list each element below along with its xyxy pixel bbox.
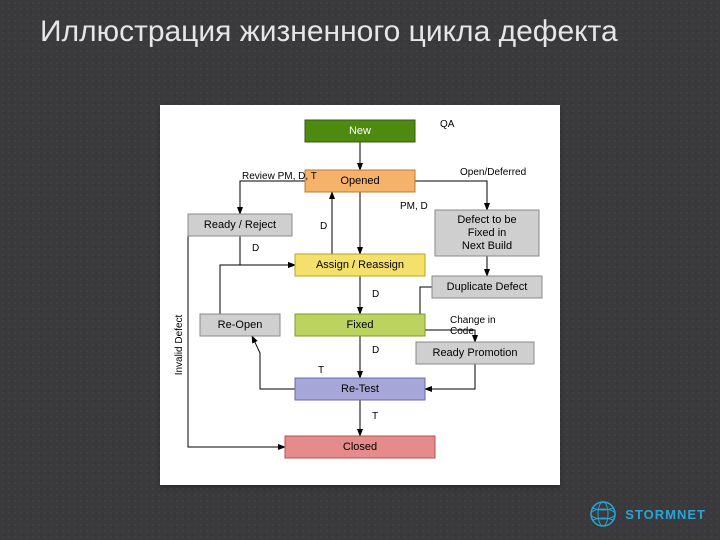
node-readyprom: Ready Promotion: [416, 342, 534, 364]
node-label: Assign / Reassign: [316, 259, 404, 271]
node-label: New: [349, 125, 371, 137]
brand-name: STORMNET: [625, 507, 706, 522]
edge-label: D: [372, 345, 379, 356]
node-closed: Closed: [285, 436, 435, 458]
defect-lifecycle-diagram: NewOpenedReady / RejectDefect to beFixed…: [160, 105, 560, 485]
edge-label: QA: [440, 119, 455, 130]
edge-label: T: [372, 411, 378, 422]
edge-opened-readyrej: [240, 181, 305, 214]
edge-retest-reopen: [252, 336, 295, 389]
node-label: Duplicate Defect: [447, 281, 528, 293]
edge-reopen-assign: [220, 265, 295, 314]
node-reopen: Re-Open: [200, 314, 280, 336]
node-dupdef: Duplicate Defect: [432, 276, 542, 298]
edge-label: Code: [450, 326, 474, 337]
edge-label: Review PM, D, T: [242, 171, 317, 182]
node-label: Closed: [343, 441, 377, 453]
node-retest: Re-Test: [295, 378, 425, 400]
node-label: Ready Promotion: [433, 347, 518, 359]
page-title: Иллюстрация жизненного цикла дефекта: [40, 14, 618, 50]
node-fixed: Fixed: [295, 314, 425, 336]
edge-readyrej-assign: [240, 236, 295, 265]
edge-label: D: [252, 243, 259, 254]
edge-label: PM, D: [400, 201, 428, 212]
node-label: Re-Test: [341, 383, 379, 395]
edge-readyprom-retest: [425, 364, 475, 389]
node-defnext: Defect to beFixed inNext Build: [435, 210, 539, 256]
node-readyrej: Ready / Reject: [188, 214, 292, 236]
brand-logo: STORMNET: [587, 498, 706, 530]
edge-label: Change in: [450, 315, 496, 326]
globe-icon: [587, 498, 619, 530]
node-label: Re-Open: [218, 319, 263, 331]
node-new: New: [305, 120, 415, 142]
node-label: Defect to be: [457, 214, 516, 226]
edge-label: Open/Deferred: [460, 167, 526, 178]
edge-label: Invalid Defect: [174, 314, 185, 375]
node-assign: Assign / Reassign: [295, 254, 425, 276]
node-label: Fixed in: [468, 227, 507, 239]
node-opened: Opened: [305, 170, 415, 192]
node-label: Ready / Reject: [204, 219, 276, 231]
node-label: Next Build: [462, 240, 512, 252]
edge-label: D: [320, 221, 327, 232]
node-label: Opened: [340, 175, 379, 187]
node-label: Fixed: [347, 319, 374, 331]
edge-label: T: [318, 365, 324, 376]
edge-label: D: [372, 289, 379, 300]
